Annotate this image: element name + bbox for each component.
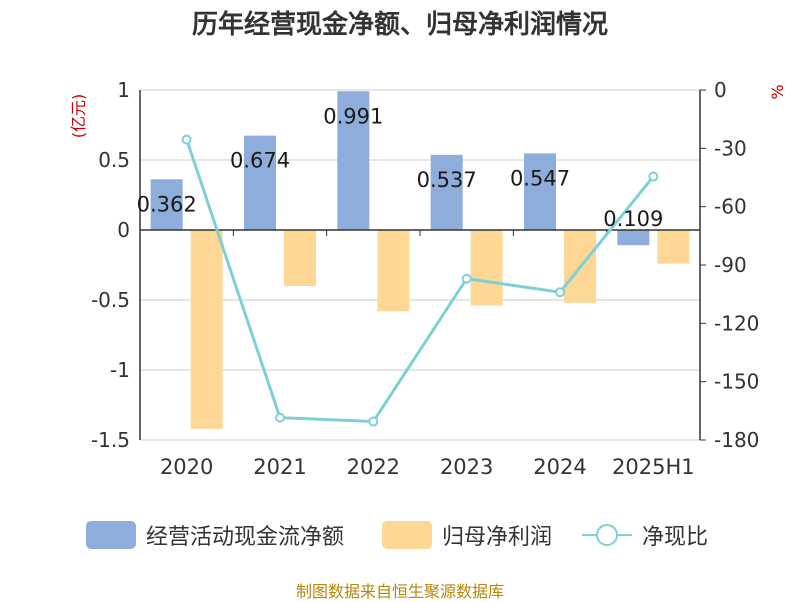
- legend-label-profit: 归母净利润: [442, 525, 553, 550]
- point-ratio-2022: [368, 416, 379, 427]
- source-footer: 制图数据来自恒生聚源数据库: [295, 582, 504, 601]
- data-label-cashflow: 0.674: [230, 149, 290, 173]
- y-right-tick-label: -180: [714, 428, 759, 452]
- y-right-tick-label: -150: [714, 370, 759, 394]
- bar-profit-2025H1: [657, 230, 690, 264]
- point-ratio-2024: [555, 287, 565, 298]
- line-ratio: [185, 139, 655, 424]
- chart-legend: 经营活动现金流净额 归母净利润 净现比: [0, 518, 800, 552]
- y-left-tick-label: -1: [110, 358, 130, 382]
- y-right-tick-label: -30: [714, 136, 747, 160]
- data-label-cashflow: 0.991: [323, 104, 383, 128]
- y-right-tick-label: -90: [714, 253, 747, 277]
- data-label-cashflow: 0.109: [603, 207, 663, 231]
- bar-profit-2023: [470, 230, 503, 306]
- bar-cashflow-2022: [337, 91, 370, 230]
- data-label-cashflow: 0.547: [510, 166, 570, 190]
- legend-swatch-profit: [382, 521, 432, 549]
- point-ratio-2021: [275, 412, 285, 423]
- legend-swatch-ratio: [582, 521, 632, 549]
- y-right-tick-label: -60: [714, 195, 747, 219]
- legend-item-profit[interactable]: 归母净利润: [382, 518, 552, 552]
- bar-profit-2020: [190, 230, 223, 429]
- combo-chart: 1 0.5 0 -0.5 -1 -1.5 0 -30 -60 -90 -120 -150 -180 (亿元…: [69, 78, 787, 479]
- x-tick-label: 2022: [347, 455, 400, 479]
- bar-cashflow-2024: [524, 153, 556, 230]
- point-ratio-2020: [181, 134, 192, 145]
- y-right-tick-label: 0: [714, 78, 727, 102]
- y-right-tick-label: -120: [714, 311, 759, 335]
- y-left-tick-label: -1.5: [91, 428, 130, 452]
- legend-label-ratio: 净现比: [642, 525, 709, 550]
- y-left-tick-label: 1: [117, 78, 130, 102]
- bar-profit-2021: [284, 230, 316, 286]
- legend-label-cashflow: 经营活动现金流净额: [146, 525, 345, 550]
- bar-cashflow-2020: [150, 179, 183, 230]
- x-tick-label: 2023: [440, 455, 493, 479]
- point-ratio-2025H1: [648, 171, 659, 182]
- bar-cashflow-2023: [430, 154, 463, 230]
- y-left-tick-label: 0.5: [98, 148, 130, 172]
- bar-cashflow-2021: [244, 135, 276, 230]
- x-tick-label: 2024: [533, 455, 586, 479]
- chart-title: 历年经营现金净额、归母净利润情况: [191, 10, 608, 40]
- y-left-tick-label: -0.5: [91, 288, 130, 312]
- data-label-cashflow: 0.537: [417, 168, 477, 192]
- bar-profit-2022: [377, 230, 410, 312]
- legend-item-cashflow[interactable]: 经营活动现金流净额: [86, 518, 344, 552]
- x-tick-label: 2025H1: [612, 455, 695, 479]
- y-left-axis-unit: (亿元): [69, 94, 88, 139]
- bar-cashflow-2025H1: [617, 230, 650, 246]
- data-label-cashflow: 0.362: [137, 192, 197, 216]
- legend-item-ratio[interactable]: 净现比: [582, 518, 708, 552]
- point-ratio-2023: [461, 273, 472, 284]
- y-right-axis-unit: %: [768, 84, 787, 99]
- x-tick-label: 2021: [253, 455, 306, 479]
- y-left-tick-label: 0: [117, 218, 130, 242]
- legend-swatch-cashflow: [86, 521, 136, 549]
- x-tick-label: 2020: [160, 455, 213, 479]
